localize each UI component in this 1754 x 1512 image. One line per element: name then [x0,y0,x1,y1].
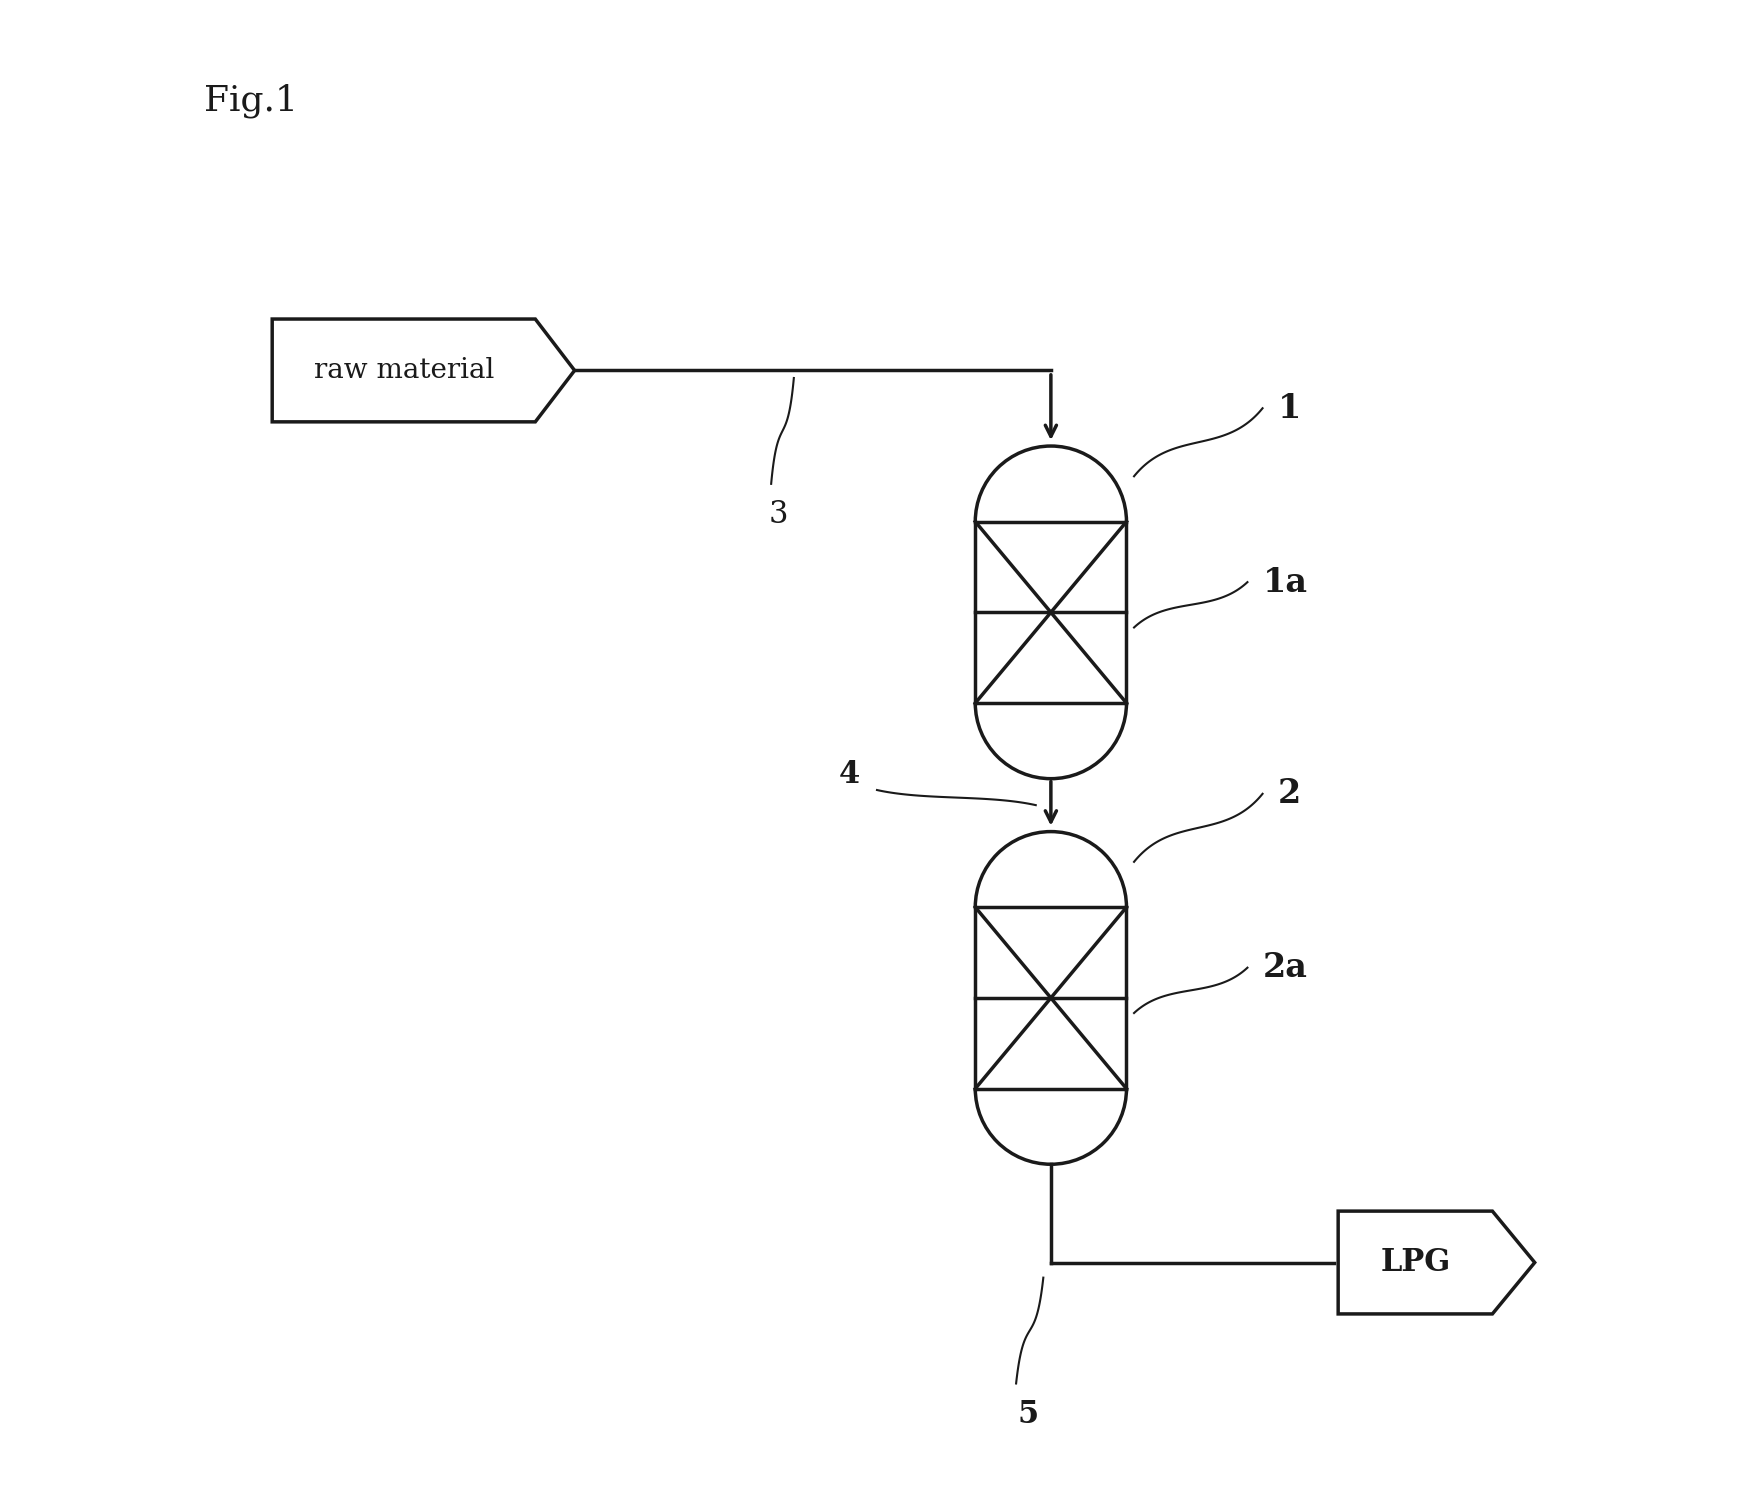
Text: 1a: 1a [1263,565,1307,599]
Text: 2a: 2a [1263,951,1307,984]
Text: 2: 2 [1277,777,1301,810]
Text: 1: 1 [1277,392,1301,425]
Text: raw material: raw material [314,357,495,384]
Text: 4: 4 [838,759,861,791]
Text: LPG: LPG [1380,1247,1451,1278]
Text: Fig.1: Fig.1 [203,83,298,118]
Text: 3: 3 [768,499,789,531]
Text: 5: 5 [1017,1399,1038,1430]
